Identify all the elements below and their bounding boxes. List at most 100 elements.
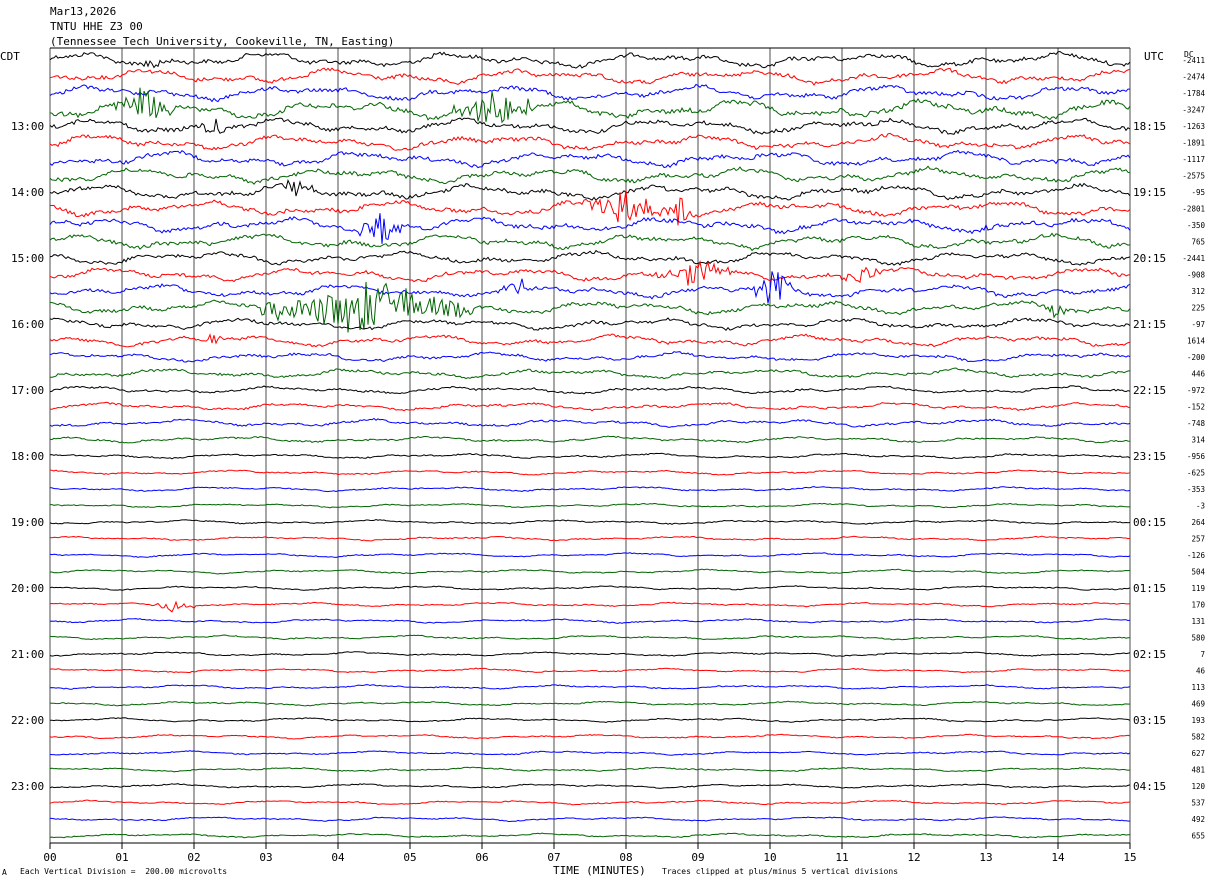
cdt-hour-label: 14:00 — [11, 186, 44, 199]
trace-line — [49, 469, 1131, 476]
trace-line — [49, 351, 1131, 363]
trace-line — [49, 50, 1131, 69]
trace-line — [49, 317, 1131, 332]
x-tick-label: 00 — [43, 851, 56, 864]
dc-offset-label: 1614 — [1187, 337, 1206, 346]
dc-offset-label: -350 — [1187, 221, 1206, 230]
x-tick-label: 04 — [331, 851, 345, 864]
dc-offset-label: -2575 — [1182, 172, 1205, 181]
corner-mark: A — [2, 868, 7, 877]
dc-offset-label: -3 — [1196, 502, 1205, 511]
dc-offset-label: 312 — [1191, 287, 1205, 296]
x-tick-label: 01 — [115, 851, 128, 864]
trace-line — [49, 67, 1131, 86]
x-tick-label: 14 — [1051, 851, 1065, 864]
time-grid — [49, 47, 1131, 849]
dc-offset-label: 193 — [1191, 716, 1205, 725]
dc-offset-label: 504 — [1191, 568, 1205, 577]
trace-line — [49, 634, 1131, 641]
trace-line — [49, 87, 1131, 124]
dc-offset-label: 582 — [1191, 733, 1205, 742]
x-tick-label: 13 — [979, 851, 992, 864]
dc-offset-label: 469 — [1191, 700, 1205, 709]
trace-line — [49, 651, 1131, 657]
dc-offset-label: 627 — [1191, 749, 1205, 758]
x-tick-label: 08 — [619, 851, 632, 864]
trace-line — [50, 502, 1131, 509]
dc-offset-label: 46 — [1196, 667, 1206, 676]
trace-line — [49, 435, 1131, 444]
trace-line — [49, 485, 1131, 493]
dc-offset-label: -95 — [1191, 188, 1205, 197]
trace-line — [49, 518, 1131, 525]
cdt-hour-label: 15:00 — [11, 252, 44, 265]
scale-note: Each Vertical Division = 200.00 microvol… — [20, 867, 228, 876]
dc-offset-label: 537 — [1191, 799, 1205, 808]
dc-offset-label: -1263 — [1182, 122, 1205, 131]
utc-hour-label: 21:15 — [1133, 318, 1166, 331]
dc-offset-label: 655 — [1191, 832, 1205, 841]
dc-offset-label: -200 — [1187, 353, 1206, 362]
trace-line — [50, 816, 1131, 823]
x-tick-label: 07 — [547, 851, 560, 864]
cdt-hour-label: 20:00 — [11, 582, 44, 595]
utc-hour-label: 18:15 — [1133, 120, 1166, 133]
dc-offset-label: -625 — [1187, 469, 1205, 478]
dc-offset-label: 580 — [1191, 634, 1205, 643]
dc-offset-label: 446 — [1191, 370, 1205, 379]
seismic-traces — [49, 50, 1131, 839]
x-tick-label: 09 — [691, 851, 704, 864]
trace-line — [49, 750, 1131, 756]
dc-offset-label: 314 — [1191, 436, 1205, 445]
dc-offset-label: 492 — [1191, 815, 1205, 824]
trace-line — [49, 585, 1131, 591]
trace-line — [50, 717, 1131, 724]
cdt-hour-label: 19:00 — [11, 516, 44, 529]
utc-hour-label: 22:15 — [1133, 384, 1166, 397]
trace-line — [49, 535, 1131, 542]
trace-line — [49, 213, 1131, 244]
trace-line — [49, 385, 1131, 395]
trace-line — [49, 149, 1131, 169]
station-site: (Tennessee Tech University, Cookeville, … — [50, 35, 395, 48]
x-tick-label: 06 — [475, 851, 488, 864]
trace-line — [49, 259, 1131, 286]
dc-offset-label: -972 — [1187, 386, 1205, 395]
trace-line — [49, 600, 1130, 613]
dc-offset-label: -3247 — [1182, 106, 1205, 115]
trace-line — [49, 417, 1131, 428]
cdt-hour-label: 16:00 — [11, 318, 44, 331]
cdt-hour-label: 17:00 — [11, 384, 44, 397]
dc-offset-label: 170 — [1191, 601, 1205, 610]
trace-line — [49, 667, 1130, 674]
cdt-hour-label: 23:00 — [11, 780, 44, 793]
trace-line — [49, 618, 1131, 624]
dc-offset-label: -1784 — [1182, 89, 1205, 98]
dc-offset-label: 481 — [1191, 766, 1205, 775]
dc-offset-label: 131 — [1191, 617, 1205, 626]
dc-offset-label: -97 — [1191, 320, 1205, 329]
utc-hour-label: 04:15 — [1133, 780, 1166, 793]
dc-offset-label: 113 — [1191, 683, 1205, 692]
trace-line — [49, 132, 1131, 151]
trace-line — [49, 799, 1131, 806]
trace-line — [49, 401, 1131, 412]
utc-hour-label: 01:15 — [1133, 582, 1166, 595]
trace-line — [49, 281, 1131, 333]
dc-offset-label: -908 — [1187, 271, 1206, 280]
trace-line — [49, 232, 1131, 252]
trace-line — [49, 333, 1131, 348]
utc-axis-label: UTC — [1144, 50, 1164, 63]
dc-offset-label: -2801 — [1182, 205, 1205, 214]
utc-hour-label: 03:15 — [1133, 714, 1166, 727]
dc-offset-label: -152 — [1187, 403, 1205, 412]
dc-offset-label: 257 — [1191, 535, 1205, 544]
trace-line — [49, 783, 1131, 789]
cdt-hour-label: 18:00 — [11, 450, 44, 463]
trace-line — [49, 117, 1131, 135]
trace-line — [49, 684, 1131, 690]
dc-offset-label: 120 — [1191, 782, 1205, 791]
dc-offset-label: -2474 — [1182, 73, 1205, 82]
trace-line — [50, 568, 1131, 575]
